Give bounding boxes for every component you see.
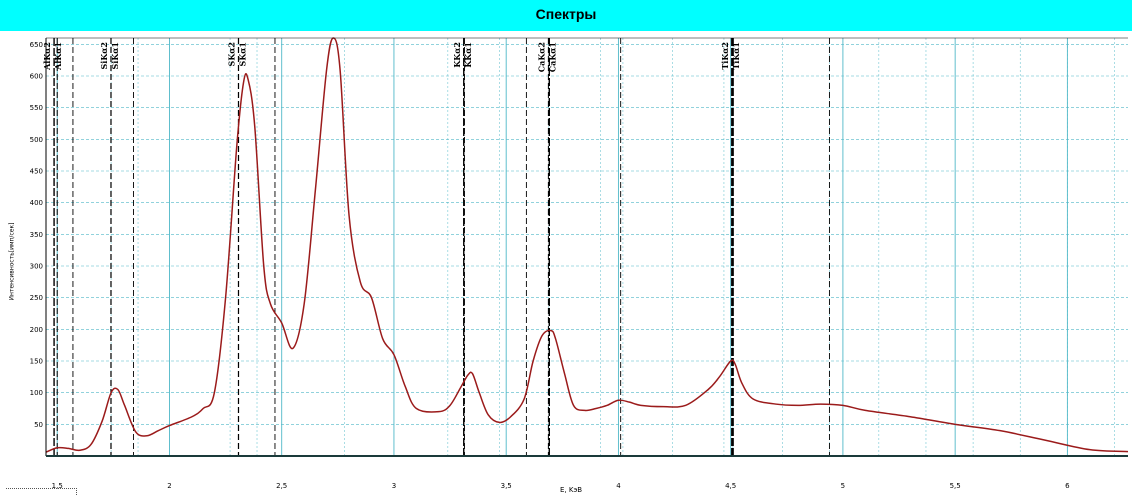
- element-label: TiKα1: [731, 42, 741, 70]
- spectrum-line[interactable]: [45, 37, 1129, 453]
- axes: [45, 37, 1128, 457]
- x-tick-label: 5,5: [950, 482, 961, 490]
- element-label: SKα2: [226, 42, 236, 66]
- y-tick-label: 400: [30, 199, 43, 207]
- y-tick-label: 600: [30, 73, 43, 81]
- x-axis-label: E, KэВ: [560, 486, 583, 494]
- x-tick-label: 5: [841, 482, 845, 490]
- element-label: TiKα2: [720, 42, 730, 70]
- y-tick-label: 250: [30, 294, 43, 302]
- extra-marker-lines: [72, 38, 830, 456]
- element-label: CaKα1: [547, 42, 557, 72]
- element-label: SiKα2: [99, 42, 109, 70]
- element-label: KKα1: [463, 42, 473, 68]
- y-tick-label: 350: [30, 231, 43, 239]
- y-tick-label: 650: [30, 41, 43, 49]
- y-tick-label: 300: [30, 263, 43, 271]
- element-label: AlKα2: [42, 42, 52, 71]
- element-label: AlKα1: [53, 42, 63, 71]
- chart-title: Спектры: [535, 6, 597, 22]
- y-tick-label: 450: [30, 168, 43, 176]
- x-tick-label: 2,5: [276, 482, 287, 490]
- x-tick-label: 4: [616, 482, 621, 490]
- element-lines[interactable]: AlKα2 AlKα1 SiKα2 SiKα1 SKα2 SKα1 KKα2 KKα1 CaKα…: [42, 38, 741, 456]
- x-tick-labels: 1,5 2 2,5 3 3,5 4 4,5 5 5,5 6: [52, 482, 1071, 490]
- corner-frame: [6, 488, 77, 495]
- x-tick-label: 3: [392, 482, 396, 490]
- element-label: CaKα2: [536, 42, 546, 72]
- x-tick-label: 4,5: [725, 482, 736, 490]
- x-tick-label: 6: [1065, 482, 1070, 490]
- x-tick-label: 3,5: [501, 482, 512, 490]
- x-tick-label: 1,5: [52, 482, 63, 490]
- y-tick-labels: 50 100 150 200 250 300 350 400 450 500 550 600 650: [30, 41, 43, 429]
- major-grid: [46, 38, 1128, 456]
- spectrum-series[interactable]: [45, 37, 1129, 453]
- y-tick-label: 150: [30, 358, 43, 366]
- y-tick-label: 50: [34, 421, 43, 429]
- y-tick-label: 500: [30, 136, 43, 144]
- y-tick-label: 550: [30, 104, 43, 112]
- element-label: KKα2: [452, 42, 462, 68]
- x-tick-label: 2: [167, 482, 171, 490]
- element-label: SKα1: [237, 42, 247, 66]
- y-tick-label: 100: [30, 389, 43, 397]
- y-tick-label: 200: [30, 326, 43, 334]
- y-axis-label: Интенсивность[имп/сек]: [8, 222, 16, 301]
- element-label: SiKα1: [110, 42, 120, 70]
